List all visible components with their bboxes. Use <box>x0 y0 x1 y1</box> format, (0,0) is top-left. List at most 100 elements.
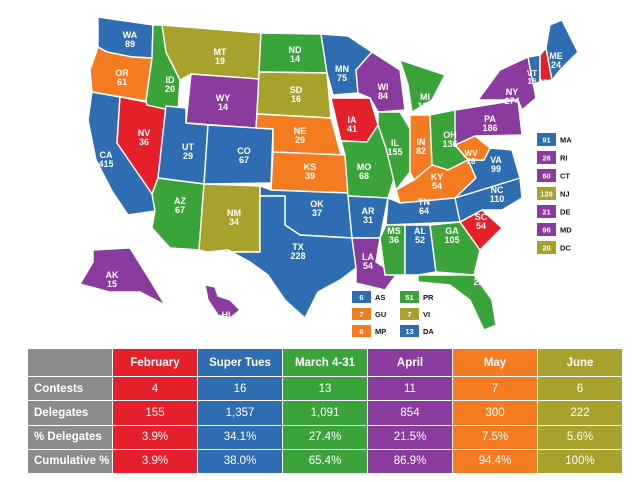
small-state-swatch-ri <box>537 151 556 164</box>
state-label-ok: OK 37 <box>310 199 324 218</box>
row-label-delegates: Delegates <box>27 400 113 426</box>
table-cell: 300 <box>452 400 538 426</box>
state-wi <box>355 51 406 113</box>
table-row: % Delegates 3.9% 34.1% 27.4% 21.5% 7.5% … <box>27 424 623 450</box>
small-state-swatch-de <box>537 205 556 218</box>
small-state-value-ct: 60 <box>542 172 550 181</box>
small-state-value-md: 96 <box>542 226 550 235</box>
state-label-wy: WY 14 <box>216 93 231 112</box>
small-state-swatch-md <box>537 223 556 236</box>
state-label-mn: MN 75 <box>335 64 349 83</box>
territory-swatch-gu <box>352 308 371 320</box>
state-ak <box>79 247 166 306</box>
territory-abbr-mp: MP <box>375 327 386 336</box>
state-label-wa: WA 89 <box>123 30 138 49</box>
state-label-nv: NV 36 <box>138 128 151 147</box>
table-cell: 854 <box>367 400 453 426</box>
column-header-super-tues: Super Tues <box>197 348 283 377</box>
table-cell: 13 <box>282 375 368 402</box>
state-ny <box>477 56 537 111</box>
territory-swatch-vi <box>400 308 419 320</box>
table-cell: 11 <box>367 375 453 402</box>
state-label-ak: AK 15 <box>106 270 119 289</box>
state-label-hi: HI 24 <box>221 310 231 329</box>
state-label-me: ME 24 <box>549 51 563 70</box>
small-state-value-de: 21 <box>542 208 550 217</box>
territory-value-mp: 6 <box>359 327 363 336</box>
state-label-mo: MO 68 <box>357 162 372 181</box>
table-cell: 38.0% <box>197 448 283 475</box>
state-label-az: AZ 67 <box>174 196 186 215</box>
state-label-ca: CA 415 <box>98 150 113 169</box>
territory-abbr-gu: GU <box>375 310 386 319</box>
small-state-abbr-ma: MA <box>560 136 572 145</box>
state-label-pa: PA 186 <box>482 114 497 133</box>
small-state-value-ri: 26 <box>542 154 550 163</box>
table-cell: 3.9% <box>112 448 198 475</box>
territory-abbr-da: DA <box>423 327 434 336</box>
small-state-abbr-md: MD <box>560 226 572 235</box>
territory-swatch-pr <box>400 291 419 303</box>
state-label-ms: MS 36 <box>387 226 401 245</box>
column-header-april: April <box>367 348 453 377</box>
row-label-contests: Contests <box>27 375 113 402</box>
row-label-pct-delegates: % Delegates <box>27 424 113 450</box>
table-cell: 4 <box>112 375 198 402</box>
state-tx <box>207 195 357 319</box>
state-label-ut: UT 29 <box>182 142 194 161</box>
table-cell: 3.9% <box>112 424 198 450</box>
state-hi <box>204 284 241 319</box>
state-label-nh: NH 24 <box>540 79 550 93</box>
small-state-abbr-nj: NJ <box>560 190 570 199</box>
state-label-or: OR 61 <box>115 68 129 87</box>
table-cell: 5.6% <box>537 424 623 450</box>
territory-swatch-mp <box>352 325 371 337</box>
table-cell: 100% <box>537 448 623 475</box>
state-label-il: IL 155 <box>387 138 402 157</box>
state-label-tx: TX 228 <box>290 242 305 261</box>
state-label-ia: IA 41 <box>347 115 357 134</box>
state-label-ks: KS 39 <box>304 162 317 181</box>
table-row: Contests 4 16 13 11 7 6 <box>27 375 623 402</box>
table-cell: 94.4% <box>452 448 538 475</box>
state-label-va: VA 99 <box>490 155 502 174</box>
table-cell: 34.1% <box>197 424 283 450</box>
state-mt <box>161 24 262 81</box>
territory-value-vi: 7 <box>407 310 411 319</box>
table-corner-cell <box>27 348 113 377</box>
territory-value-gu: 7 <box>359 310 363 319</box>
state-label-sc: SC 54 <box>475 212 488 231</box>
territory-value-da: 13 <box>405 327 413 336</box>
small-state-abbr-ri: RI <box>560 154 568 163</box>
column-header-june: June <box>537 348 623 377</box>
column-header-may: May <box>452 348 538 377</box>
state-label-ny: NY 274 <box>504 87 519 106</box>
small-state-abbr-ct: CT <box>560 172 570 181</box>
territory-swatch-da <box>400 325 419 337</box>
small-state-value-ma: 91 <box>542 136 550 145</box>
state-label-in: IN 82 <box>416 137 426 156</box>
state-label-tn: TN 64 <box>418 197 430 216</box>
small-state-abbr-de: DE <box>560 208 570 217</box>
state-fl <box>417 274 497 331</box>
territory-swatch-as <box>352 291 371 303</box>
small-state-abbr-dc: DC <box>560 244 571 253</box>
state-pa <box>454 99 523 146</box>
state-label-wi: WI 84 <box>378 82 389 101</box>
small-state-swatch-dc <box>537 241 556 254</box>
territory-abbr-as: AS <box>375 293 385 302</box>
column-header-february: February <box>112 348 198 377</box>
state-al <box>404 224 437 276</box>
state-ms <box>379 224 406 276</box>
territory-abbr-pr: PR <box>423 293 434 302</box>
territory-value-as: 6 <box>359 293 363 302</box>
small-state-swatch-ct <box>537 169 556 182</box>
state-ga <box>429 221 481 276</box>
state-label-co: CO 67 <box>237 146 251 165</box>
state-la <box>351 237 397 291</box>
state-label-mt: MT 19 <box>214 47 227 66</box>
state-label-mi: MI 125 <box>417 92 432 111</box>
table-cell: 16 <box>197 375 283 402</box>
state-me <box>545 19 579 81</box>
table-cell: 65.4% <box>282 448 368 475</box>
